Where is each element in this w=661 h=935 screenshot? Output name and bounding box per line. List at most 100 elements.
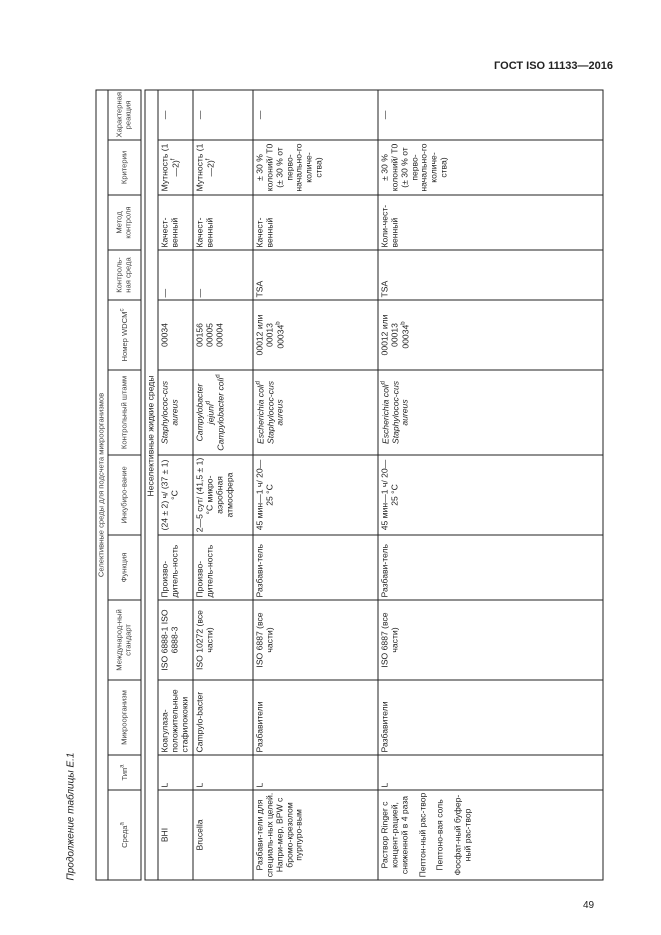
medium-name: BHI (158, 827, 169, 842)
table-caption: Продолжение таблицы Е.1 (65, 752, 76, 880)
cell-reaction: — (377, 89, 603, 140)
cell-function: Разбави-тель (377, 534, 603, 600)
column-header-label: Международ-ный стандарт (114, 608, 132, 671)
cell-type: L (192, 754, 253, 790)
footnote-mark: d (379, 380, 386, 384)
footnote-mark: c (118, 308, 125, 312)
medium-name: Brucella (193, 818, 204, 851)
wdcm-value: 00004 (213, 322, 224, 347)
cell-organism: Campylo-bacter (192, 679, 253, 755)
cell-medium: BHI (157, 789, 193, 880)
criteria-text: Мутность (1—2) (193, 143, 215, 191)
cell-function: Разбави-тель (252, 534, 378, 600)
column-header-label: Микроорганизм (118, 689, 128, 745)
cell-method: Качест-венный (157, 194, 193, 250)
cell-function: Произво-дитель-ность (192, 534, 253, 600)
wdcm-value: 00034 (158, 322, 169, 347)
cell-reaction: — (192, 89, 253, 140)
strain: Escherichia colid (255, 372, 266, 452)
cell-type: L (377, 754, 603, 790)
column-header: Инкубиро-вание (107, 454, 141, 535)
cell-standard: ISO 6888-1 ISO 6888-3 (157, 599, 193, 680)
cell-type: L (157, 754, 193, 790)
cell-organism: Разбавители (377, 679, 603, 755)
strain: Campylobacter jejunid (193, 372, 216, 452)
wdcm-value: 00012 или 00013 (378, 314, 399, 355)
cell-method: Качест-венный (252, 194, 378, 250)
cell-incubation: 45 мин—1 ч/ 20—25 °С (252, 454, 378, 535)
cell-control-medium: TSA (252, 249, 378, 300)
cell-type: L (252, 754, 378, 790)
cell-control-medium: TSA (377, 249, 603, 300)
group-header: Селективные среды для подсчета микроорга… (95, 89, 108, 880)
cell-wdcm: 00156 00005 00004 (192, 299, 253, 370)
media-table: Селективные среды для подсчета микроорга… (95, 89, 603, 880)
column-header-row: Средаa Типa Микроорганизм Международ-ный ст… (107, 89, 141, 880)
footnote-mark: d (215, 373, 222, 378)
cell-criteria: Мутность (1—2)f (157, 139, 193, 195)
footnote-mark: a (118, 764, 125, 768)
wdcm-number: 00012 или 00013 (254, 302, 275, 367)
wdcm-value: 00034 (274, 324, 285, 349)
column-header-label: Характерная реакция (114, 91, 132, 137)
double-rule (140, 89, 145, 880)
column-header: Функция (107, 534, 141, 600)
column-header: Средаa (107, 789, 141, 880)
cell-standard: ISO 10272 (все части) (192, 599, 253, 680)
cell-standard: ISO 6887 (все части) (252, 599, 378, 680)
column-header-label: Контрольный штамм (118, 375, 128, 449)
column-header: Номер WDCMc (107, 299, 141, 370)
column-header-label: Номер WDCM (119, 311, 129, 361)
cell-incubation: 2—5 сут/ (41,5 ± 1) °С микро-аэробная ат… (192, 454, 253, 535)
column-header-label: Контроль-ная среда (114, 256, 132, 293)
column-header: Характерная реакция (107, 89, 141, 140)
cell-strain: Escherichia colid Staphylococ-cus aureus (377, 369, 603, 455)
footnote-mark: b (274, 320, 281, 325)
column-header: Критерии (107, 139, 141, 195)
cell-method: Коли-чест-венный (377, 194, 603, 250)
column-header-label: Метод контроля (114, 205, 132, 239)
criteria-text: Мутность (1—2) (158, 143, 180, 191)
medium-name: Фосфат-ный буфер-ный рас-твор (452, 794, 473, 875)
cell-organism: Коагулаза-положительные стафилококки (157, 679, 193, 755)
strain-name: Campylobacter jejuni (193, 383, 215, 441)
cell-function: Произво-дитель-ность (157, 534, 193, 600)
table-row: Раствор Ringer с концент-рацией, сниженн… (377, 89, 603, 880)
footnote-mark: f (204, 158, 211, 160)
column-header: Метод контроля (107, 194, 141, 250)
cell-criteria: ± 30 % колоний/ T0 (± 30 % от перво-нача… (377, 139, 603, 195)
column-header-label: Тип (119, 767, 129, 781)
document-header: ГОСТ ISO 11133—2016 (494, 60, 613, 72)
strain: Staphylococ-cus aureus (158, 372, 180, 452)
wdcm-value: 00005 (203, 322, 214, 347)
strain: Staphylococ-cus aureus (390, 372, 411, 452)
criteria-text: ± 30 % колоний/ T0 (± 30 % от перво-нача… (378, 142, 449, 192)
cell-medium: Разбави-тели для специаль-ных целей. Нап… (252, 789, 378, 880)
strain-name: Staphylococ-cus aureus (264, 380, 285, 444)
strain-name: Staphylococ-cus aureus (158, 380, 179, 444)
cell-medium: Brucella (192, 789, 253, 880)
strain: Staphylococ-cus aureus (264, 372, 286, 452)
strain-name: Campylobacter coli (215, 377, 226, 451)
cell-wdcm: 00012 или 00013 00034b (377, 299, 603, 370)
column-header-label: Функция (118, 552, 128, 582)
column-header: Международ-ный стандарт (107, 599, 141, 680)
strain-name: Escherichia coli (254, 383, 265, 444)
wdcm-value: 00034 (399, 324, 410, 349)
footnote-mark: a (118, 821, 125, 825)
rotated-table-area: Продолжение таблицы Е.1 Селективные сред… (65, 89, 603, 880)
footnote-mark: d (254, 380, 261, 384)
page-number: 49 (583, 900, 595, 911)
cell-control-medium: — (192, 249, 253, 300)
footnote-mark: b (399, 320, 406, 325)
cell-medium: Раствор Ringer с концент-рацией, сниженн… (377, 789, 603, 880)
wdcm-number: 00034b (399, 302, 411, 367)
cell-strain: Escherichia colid Staphylococ-cus aureus (252, 369, 378, 455)
cell-reaction: — (157, 89, 193, 140)
column-header-label: Критерии (118, 150, 128, 184)
table-row: Разбави-тели для специаль-ных целей. Нап… (252, 89, 378, 880)
cell-criteria: Мутность (1—2)f (192, 139, 253, 195)
cell-wdcm: 00012 или 00013 00034b (252, 299, 378, 370)
criteria-text: ± 30 % колоний/ T0 (± 30 % от перво-нача… (253, 142, 324, 192)
cell-strain: Staphylococ-cus aureus (157, 369, 193, 455)
